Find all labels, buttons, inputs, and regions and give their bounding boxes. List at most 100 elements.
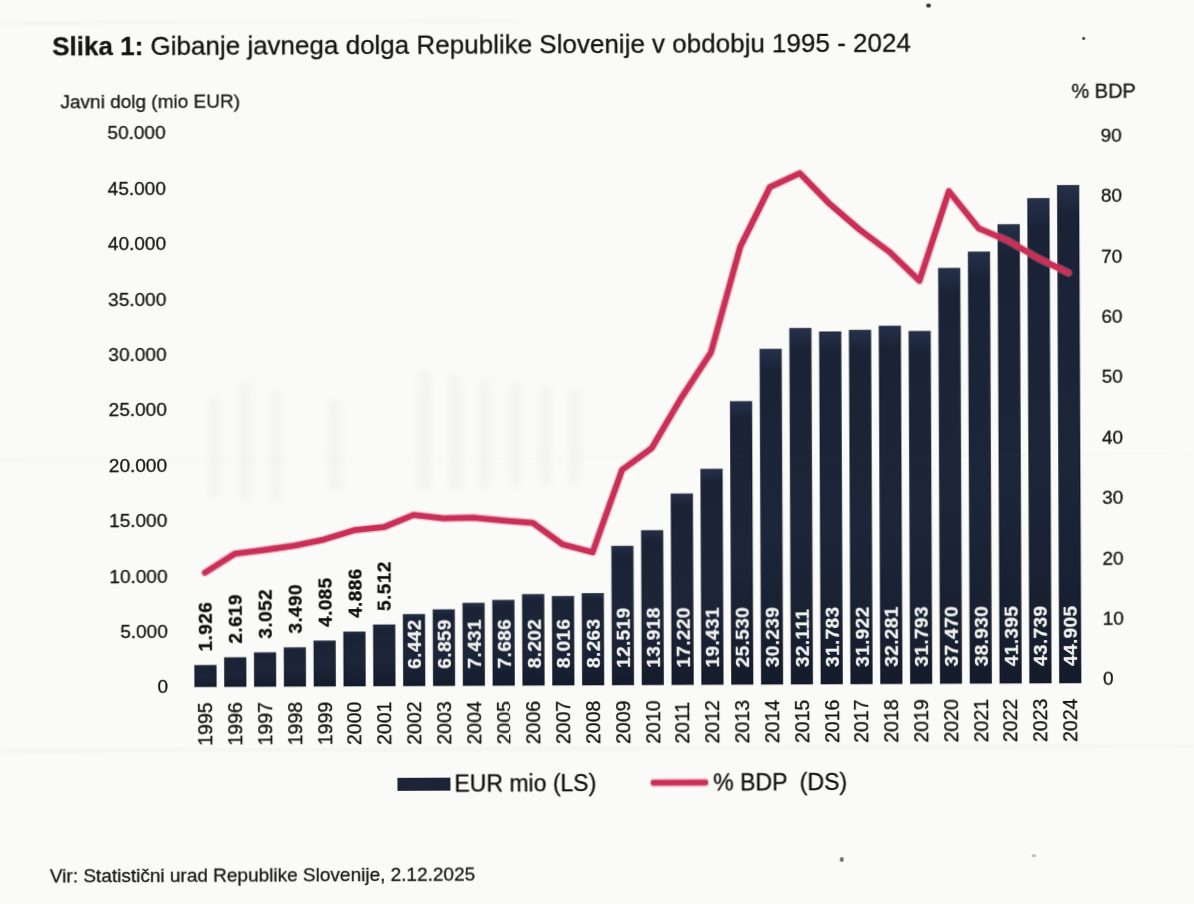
scan-ghost-mark bbox=[541, 386, 549, 486]
bar-value-label: 4.886 bbox=[344, 568, 365, 618]
scan-ghost-mark bbox=[210, 397, 218, 497]
bar-1999 bbox=[314, 641, 336, 686]
year-label: 1999 bbox=[314, 702, 336, 745]
bar-value-label: 37.470 bbox=[941, 606, 962, 667]
bar-2001 bbox=[373, 625, 395, 686]
bar-value-label: 8.263 bbox=[583, 618, 604, 668]
bar-value-label: 31.922 bbox=[851, 606, 872, 667]
year-label: 2022 bbox=[1000, 699, 1022, 742]
legend-bar-swatch-icon bbox=[397, 777, 450, 790]
year-label: 2016 bbox=[821, 700, 843, 743]
bar-value-label: 5.512 bbox=[374, 561, 395, 611]
right-axis-tick: 60 bbox=[1101, 306, 1122, 327]
year-label: 2017 bbox=[850, 699, 872, 742]
year-label: 2011 bbox=[672, 702, 694, 744]
left-axis-tick: 50.000 bbox=[107, 122, 165, 143]
year-label: 2001 bbox=[373, 701, 395, 744]
year-label: 2002 bbox=[403, 701, 425, 744]
left-axis-tick: 15.000 bbox=[109, 510, 167, 531]
bar-value-label: 30.239 bbox=[762, 607, 783, 668]
year-label: 1998 bbox=[284, 702, 306, 745]
legend-line-label: % BDP (DS) bbox=[713, 768, 847, 796]
year-label: 2013 bbox=[731, 700, 753, 743]
source-note: Vir: Statistični urad Republike Slovenij… bbox=[50, 864, 475, 888]
right-axis-tick: 70 bbox=[1101, 245, 1122, 266]
bar-value-label: 19.431 bbox=[702, 607, 723, 668]
bar-value-label: 1.926 bbox=[195, 602, 216, 652]
bar-value-label: 38.930 bbox=[970, 606, 991, 667]
scan-ghost-mark bbox=[272, 391, 280, 501]
scanned-document-page: Slika 1: Gibanje javnega dolga Republike… bbox=[0, 0, 1194, 904]
year-label: 2015 bbox=[791, 700, 813, 744]
scan-ghost-mark bbox=[241, 382, 251, 502]
year-label: 2012 bbox=[701, 700, 723, 743]
left-axis-tick: 5.000 bbox=[120, 621, 168, 642]
scan-ghost-mark bbox=[330, 401, 340, 491]
right-axis-tick: 10 bbox=[1103, 608, 1124, 629]
scan-ghost-mark bbox=[451, 376, 461, 491]
left-axis-tick: 25.000 bbox=[109, 399, 167, 420]
bar-1996 bbox=[224, 658, 246, 687]
left-axis-tick: 0 bbox=[157, 676, 168, 697]
left-axis-tick: 45.000 bbox=[108, 178, 166, 199]
bar-value-label: 44.905 bbox=[1060, 605, 1081, 666]
scan-speck bbox=[840, 857, 844, 862]
scan-speck bbox=[926, 4, 931, 8]
year-label: 2009 bbox=[612, 700, 634, 743]
bar-1997 bbox=[254, 653, 276, 687]
bar-value-label: 8.202 bbox=[523, 619, 544, 669]
bar-value-label: 32.281 bbox=[881, 606, 902, 667]
bar-value-label: 17.220 bbox=[672, 607, 693, 668]
scan-speck bbox=[1032, 854, 1036, 857]
bar-value-label: 7.431 bbox=[464, 619, 485, 669]
year-label: 1997 bbox=[254, 702, 276, 745]
year-label: 2018 bbox=[880, 699, 902, 742]
bar-value-label: 31.783 bbox=[821, 606, 842, 667]
bar-value-label: 8.016 bbox=[553, 619, 574, 669]
legend-bar-label: EUR mio (LS) bbox=[454, 770, 596, 798]
year-label: 2020 bbox=[940, 699, 962, 743]
year-label: 2000 bbox=[343, 701, 365, 745]
left-axis-tick: 40.000 bbox=[108, 233, 166, 254]
bar-value-label: 2.619 bbox=[225, 594, 246, 644]
year-label: 1995 bbox=[194, 702, 216, 746]
year-label: 2008 bbox=[582, 701, 604, 744]
bar-value-label: 31.793 bbox=[911, 606, 932, 667]
scan-ghost-mark bbox=[511, 382, 519, 487]
bar-value-label: 43.739 bbox=[1030, 606, 1051, 667]
year-label: 2006 bbox=[522, 701, 544, 744]
bar-1998 bbox=[284, 648, 306, 687]
left-axis-tick: 30.000 bbox=[108, 344, 166, 365]
right-axis-tick: 80 bbox=[1101, 185, 1122, 206]
right-axis-tick: 40 bbox=[1102, 427, 1123, 448]
right-axis-tick: 30 bbox=[1102, 487, 1123, 508]
year-label: 2019 bbox=[910, 699, 932, 742]
bar-value-label: 7.686 bbox=[493, 619, 514, 669]
bar-value-label: 6.859 bbox=[434, 619, 455, 669]
bar-value-label: 12.519 bbox=[613, 607, 634, 668]
scan-ghost-mark bbox=[420, 371, 430, 491]
bar-value-label: 6.442 bbox=[404, 619, 425, 669]
left-axis-tick: 35.000 bbox=[108, 289, 166, 310]
right-axis-tick: 90 bbox=[1101, 125, 1122, 146]
year-label: 2024 bbox=[1059, 698, 1081, 742]
year-label: 1996 bbox=[224, 702, 246, 745]
bar-value-label: 4.085 bbox=[314, 577, 335, 627]
bar-value-label: 41.395 bbox=[1000, 606, 1021, 667]
scan-ghost-mark bbox=[571, 390, 579, 485]
right-axis-tick: 20 bbox=[1102, 547, 1123, 568]
year-label: 2010 bbox=[642, 700, 664, 744]
bar-value-label: 13.918 bbox=[642, 607, 663, 668]
year-label: 2023 bbox=[1029, 699, 1051, 742]
year-label: 2004 bbox=[463, 701, 485, 745]
chart-legend: EUR mio (LS) % BDP (DS) bbox=[397, 767, 847, 799]
year-label: 2021 bbox=[970, 699, 992, 742]
scan-speck bbox=[1082, 37, 1085, 40]
scan-ghost-mark bbox=[481, 380, 489, 490]
year-label: 2003 bbox=[433, 701, 455, 744]
year-label: 2005 bbox=[493, 701, 515, 745]
legend-line-swatch-icon bbox=[650, 776, 708, 790]
left-axis-tick: 10.000 bbox=[109, 566, 167, 587]
right-axis-tick: 50 bbox=[1102, 366, 1123, 387]
bar-1995 bbox=[195, 665, 217, 686]
